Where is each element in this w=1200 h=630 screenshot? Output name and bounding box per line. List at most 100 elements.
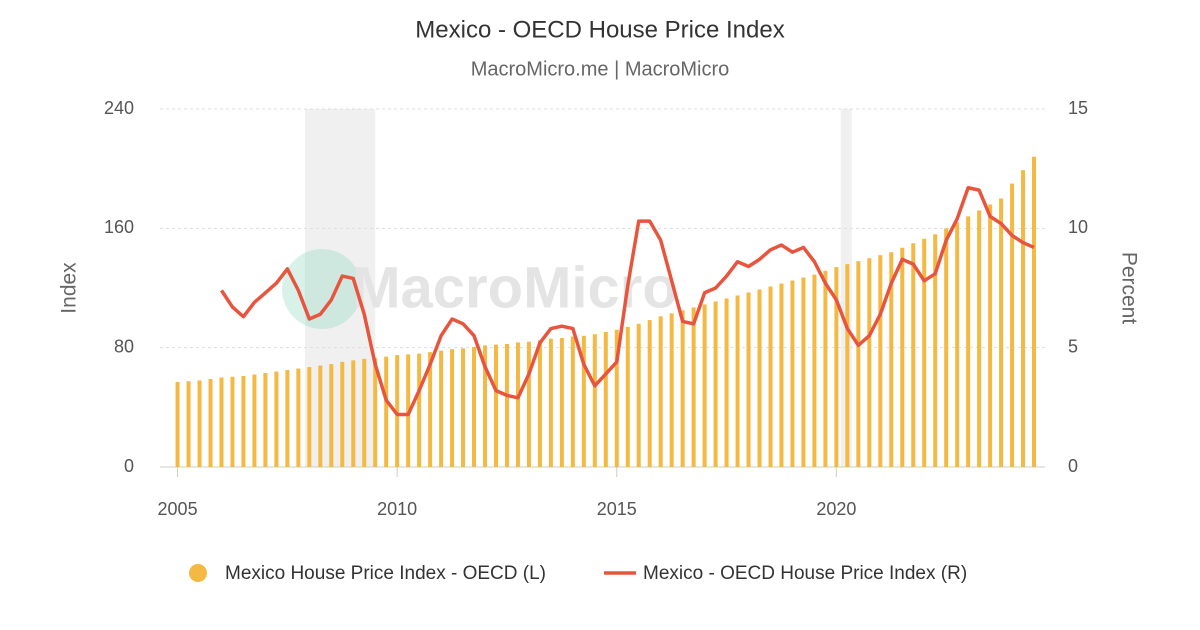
- bar: [878, 255, 883, 467]
- bar: [417, 353, 422, 467]
- bar: [757, 289, 762, 467]
- bar: [362, 358, 367, 467]
- bar: [581, 335, 586, 467]
- bar: [724, 298, 729, 467]
- bar: [801, 277, 806, 467]
- bar: [1032, 156, 1037, 467]
- bar: [570, 336, 575, 467]
- bar: [384, 356, 389, 467]
- bar: [812, 274, 817, 467]
- y-tick-label: 240: [104, 98, 134, 118]
- bar: [230, 376, 235, 467]
- bar: [515, 342, 520, 467]
- bar: [450, 349, 455, 467]
- y-tick-label: 0: [124, 456, 134, 476]
- chart-title: Mexico - OECD House Price Index: [415, 16, 784, 43]
- y-axis-label: Index: [58, 262, 81, 314]
- bar: [867, 258, 872, 467]
- y2-axis-label: Percent: [1117, 252, 1140, 325]
- bar: [922, 238, 927, 467]
- bar: [845, 264, 850, 467]
- bar: [911, 243, 916, 467]
- bar: [285, 370, 290, 467]
- bar: [614, 329, 619, 467]
- bar: [296, 368, 301, 467]
- bar: [988, 204, 993, 467]
- bar: [746, 292, 751, 467]
- bar: [428, 352, 433, 467]
- bar: [439, 350, 444, 467]
- bar: [318, 365, 323, 467]
- bar: [373, 358, 378, 467]
- watermark-logo: [282, 249, 362, 329]
- x-tick-label: 2015: [597, 499, 637, 519]
- x-tick-label: 2020: [816, 499, 856, 519]
- bar: [636, 323, 641, 467]
- bar: [768, 286, 773, 467]
- bar: [647, 320, 652, 467]
- bar: [329, 364, 334, 467]
- bar: [889, 252, 894, 467]
- bar: [351, 360, 356, 467]
- bar: [680, 310, 685, 467]
- chart-subtitle: MacroMicro.me | MacroMicro: [471, 58, 730, 80]
- bar: [691, 307, 696, 467]
- bar: [856, 261, 861, 467]
- y2-tick-label: 5: [1068, 336, 1078, 356]
- bar: [625, 326, 630, 467]
- y-tick-label: 80: [114, 336, 134, 356]
- bar: [197, 380, 202, 467]
- bar: [790, 280, 795, 467]
- bar: [713, 301, 718, 467]
- bar: [241, 376, 246, 467]
- bar: [186, 381, 191, 467]
- bar: [395, 355, 400, 467]
- bar: [823, 270, 828, 467]
- bar: [779, 283, 784, 467]
- bar: [658, 316, 663, 467]
- bar: [1010, 183, 1015, 468]
- bar: [603, 332, 608, 467]
- bar: [483, 345, 488, 467]
- bar: [735, 295, 740, 467]
- bar: [900, 247, 905, 467]
- bar: [493, 344, 498, 467]
- legend-swatch: [189, 564, 207, 582]
- bar: [219, 377, 224, 467]
- y2-tick-label: 15: [1068, 98, 1088, 118]
- bar: [472, 346, 477, 467]
- bar: [999, 198, 1004, 467]
- line: [220, 186, 1035, 417]
- bar: [669, 313, 674, 467]
- bar: [504, 343, 509, 467]
- bar: [526, 341, 531, 467]
- bar: [834, 267, 839, 467]
- bar: [955, 222, 960, 467]
- legend-label: Mexico House Price Index - OECD (L): [225, 563, 546, 584]
- bar: [274, 371, 279, 467]
- legend-label: Mexico - OECD House Price Index (R): [643, 563, 967, 584]
- bar: [559, 337, 564, 467]
- bar: [537, 340, 542, 467]
- y2-tick-label: 10: [1068, 217, 1088, 237]
- bar: [592, 334, 597, 467]
- x-tick-label: 2010: [377, 499, 417, 519]
- bar: [977, 210, 982, 467]
- bar: [702, 304, 707, 467]
- y-tick-label: 160: [104, 217, 134, 237]
- bar: [263, 373, 268, 467]
- bar: [548, 338, 553, 467]
- bar: [175, 381, 180, 467]
- bar: [252, 374, 257, 467]
- bar: [966, 216, 971, 467]
- x-tick-label: 2005: [158, 499, 198, 519]
- bar: [307, 367, 312, 467]
- bar: [933, 234, 938, 467]
- y2-tick-label: 0: [1068, 456, 1078, 476]
- bar: [208, 378, 213, 467]
- bar: [944, 228, 949, 467]
- bar: [340, 361, 345, 467]
- bar: [461, 348, 466, 467]
